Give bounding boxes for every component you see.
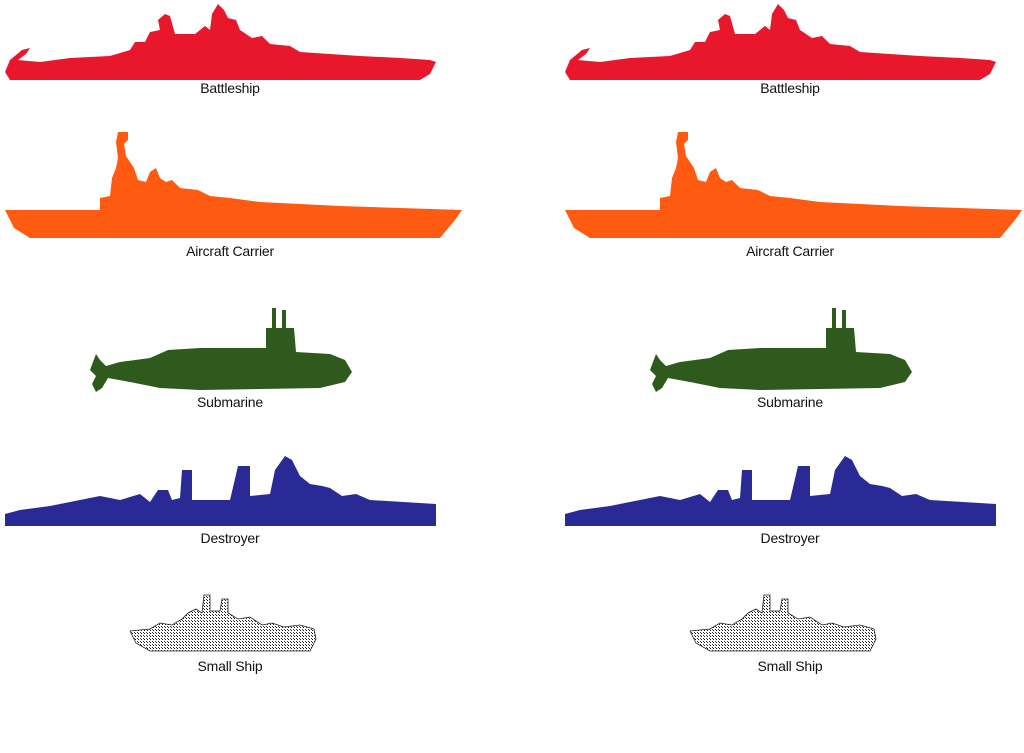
aircraft-carrier-icon	[565, 132, 1022, 238]
ship-column-left: Battleship Aircraft Carrier Submarine De…	[0, 0, 462, 753]
submarine-tile[interactable]: Submarine	[0, 300, 460, 415]
battleship-icon	[565, 4, 996, 80]
aircraft-carrier-tile[interactable]: Aircraft Carrier	[0, 128, 462, 263]
small-ship-tile[interactable]: Small Ship	[0, 585, 460, 680]
battleship-tile[interactable]: Battleship	[560, 0, 1020, 100]
battleship-icon	[5, 4, 436, 80]
ship-label: Submarine	[197, 394, 263, 410]
ship-label: Aircraft Carrier	[746, 243, 834, 259]
destroyer-icon	[565, 456, 996, 526]
ship-label: Battleship	[200, 80, 260, 96]
small-ship-tile[interactable]: Small Ship	[560, 585, 1020, 680]
ship-column-right: Battleship Aircraft Carrier Submarine De…	[560, 0, 1022, 753]
ship-label: Small Ship	[757, 658, 823, 674]
ship-label: Battleship	[760, 80, 820, 96]
aircraft-carrier-tile[interactable]: Aircraft Carrier	[560, 128, 1022, 263]
small-ship-icon	[689, 594, 877, 652]
destroyer-tile[interactable]: Destroyer	[560, 450, 1020, 550]
submarine-icon	[650, 308, 912, 392]
submarine-tile[interactable]: Submarine	[560, 300, 1020, 415]
ship-label: Submarine	[757, 394, 823, 410]
battleship-tile[interactable]: Battleship	[0, 0, 460, 100]
ship-label: Destroyer	[760, 530, 820, 546]
small-ship-icon	[129, 594, 317, 652]
ship-label: Aircraft Carrier	[186, 243, 274, 259]
destroyer-tile[interactable]: Destroyer	[0, 450, 460, 550]
ship-label: Destroyer	[200, 530, 260, 546]
destroyer-icon	[5, 456, 436, 526]
ship-label: Small Ship	[197, 658, 263, 674]
aircraft-carrier-icon	[5, 132, 462, 238]
submarine-icon	[90, 308, 352, 392]
